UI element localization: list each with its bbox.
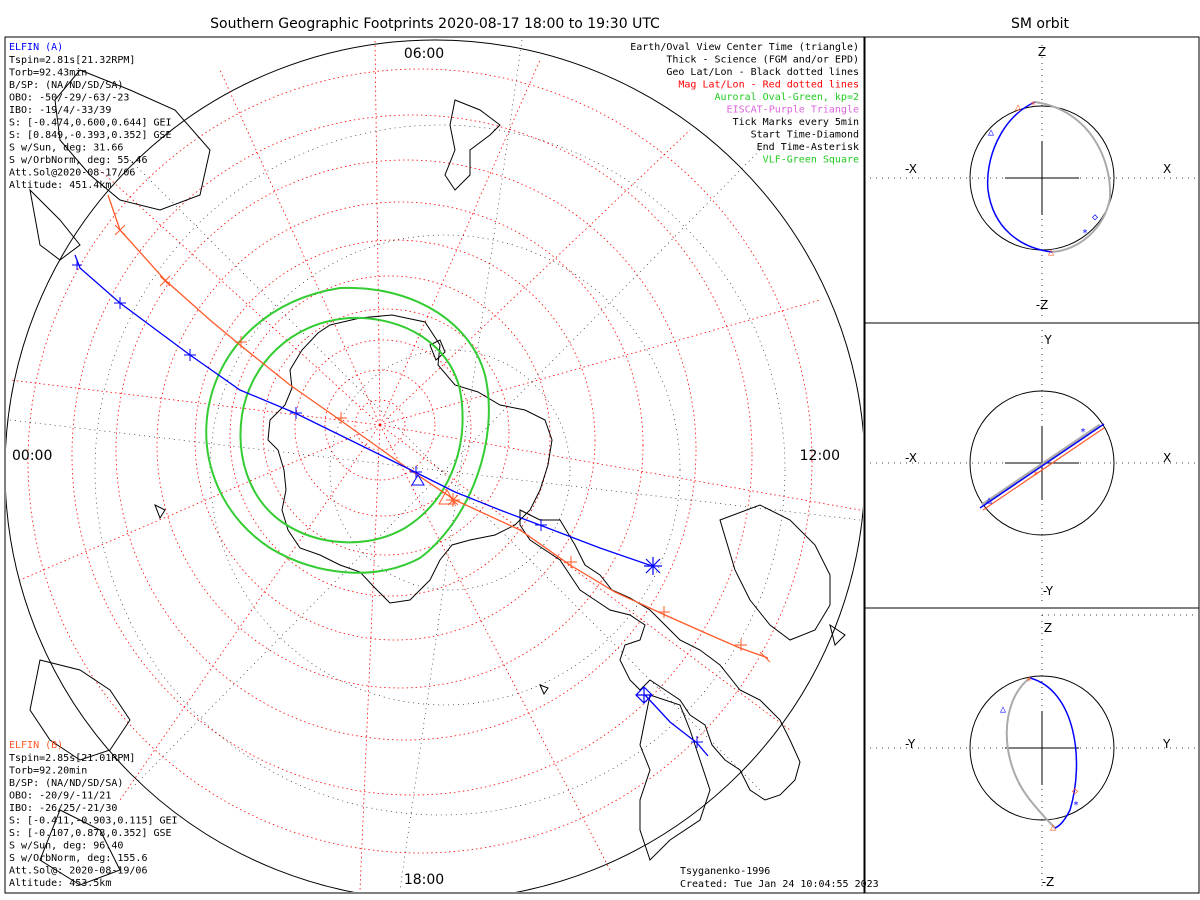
map-frame bbox=[4, 36, 865, 894]
elfin-b-ticks bbox=[114, 224, 771, 663]
elfin-a-footprint-2 bbox=[644, 694, 709, 757]
svg-text:*: * bbox=[1073, 800, 1079, 811]
legend-entry: End Time-Asterisk bbox=[757, 142, 859, 153]
elfin-a-center-marker bbox=[411, 474, 425, 486]
elfin-a-line: S: [-0.474,0.600,0.644] GEI bbox=[9, 118, 172, 129]
svg-text:△: △ bbox=[988, 127, 994, 138]
elfin-a-line: B/SP: (NA/ND/SD/SA) bbox=[9, 80, 123, 91]
sm1-up: Z bbox=[1038, 45, 1046, 59]
hour-label-bottom: 18:00 bbox=[404, 872, 444, 888]
sm1-down: -Z bbox=[1036, 298, 1049, 312]
mag-lat-grid bbox=[27, 68, 813, 854]
elfin-a-end-asterisk bbox=[644, 557, 662, 575]
elfin-a-line: S: [0.849,-0.393,0.352] GSE bbox=[9, 130, 172, 141]
elfin-b-center-markers bbox=[438, 488, 460, 507]
elfin-b-line: B/SP: (NA/ND/SD/SA) bbox=[9, 778, 123, 789]
svg-text:△: △ bbox=[1050, 822, 1056, 833]
svg-text:△: △ bbox=[986, 495, 992, 506]
svg-text:*: * bbox=[1030, 100, 1036, 111]
svg-text:◇: ◇ bbox=[1072, 786, 1078, 797]
elfin-a-line: Att.Sol@2020-08-17/06 bbox=[9, 168, 135, 179]
legend-entry: Mag Lat/Lon - Red dotted lines bbox=[678, 80, 859, 91]
elfin-b-line: Tspin=2.85s[21.01RPM] bbox=[9, 753, 135, 764]
elfin-a-line: Torb=92.43min bbox=[9, 68, 87, 79]
elfin-a-name: ELFIN (A) bbox=[9, 42, 63, 53]
elfin-b-line: IBO: -26/25/-21/30 bbox=[9, 803, 117, 814]
map-panel: 06:00 00:00 12:00 18:00 ELFIN (A) Tspin=… bbox=[6, 39, 879, 892]
elfin-b-line: Torb=92.20min bbox=[9, 766, 87, 777]
geo-lon-grid bbox=[9, 39, 861, 891]
sm3-right: Y bbox=[1162, 737, 1171, 751]
auroral-oval-outer bbox=[205, 286, 490, 574]
sm3-down: -Z bbox=[1042, 875, 1055, 889]
figure-title: Southern Geographic Footprints 2020-08-1… bbox=[210, 16, 660, 32]
legend-entry: Auroral Oval-Green, kp=2 bbox=[715, 92, 860, 103]
svg-text:*: * bbox=[1033, 470, 1039, 481]
elfin-b-line: S w/Sun, deg: 96.40 bbox=[9, 841, 123, 852]
elfin-b-name: ELFIN (B) bbox=[9, 740, 63, 751]
elfin-a-info: ELFIN (A) Tspin=2.81s[21.32RPM] Torb=92.4… bbox=[9, 42, 172, 191]
sm-panel-frame bbox=[864, 36, 1200, 894]
elfin-a-start-diamond bbox=[635, 686, 653, 704]
svg-text:*: * bbox=[1026, 676, 1032, 687]
elfin-a-footprint bbox=[74, 254, 653, 567]
created-label: Created: Tue Jan 24 10:04:55 2023 bbox=[680, 879, 879, 890]
legend-entry: Earth/Oval View Center Time (triangle) bbox=[630, 42, 859, 53]
sm-panel-xz: * △ △ * ◇ △ Z -Z -X X bbox=[870, 45, 1195, 318]
legend-entry: EISCAT-Purple Triangle bbox=[727, 105, 859, 116]
elfin-b-line: S: [-0.107,0.878,0.352] GSE bbox=[9, 828, 172, 839]
svg-text:△: △ bbox=[1048, 247, 1054, 258]
sm-orbit-title: SM orbit bbox=[1011, 16, 1070, 32]
mag-lon-grid bbox=[9, 39, 861, 891]
sm2-up: Y bbox=[1043, 333, 1052, 347]
auroral-oval-inner bbox=[239, 316, 464, 544]
elfin-a-ticks bbox=[72, 260, 703, 748]
legend-entry: VLF-Green Square bbox=[763, 155, 859, 166]
model-label: Tsyganenko-1996 bbox=[680, 866, 770, 877]
elfin-b-line: OBO: -20/9/-11/21 bbox=[9, 791, 111, 802]
elfin-a-line: Tspin=2.81s[21.32RPM] bbox=[9, 55, 135, 66]
elfin-a-line: S w/Sun, deg: 31.66 bbox=[9, 143, 123, 154]
svg-text:*: * bbox=[1082, 228, 1088, 239]
elfin-a-line: Altitude: 451.4km bbox=[9, 180, 111, 191]
sm2-left: -X bbox=[905, 451, 917, 465]
elfin-a-line: S w/OrbNorm, deg: 55.46 bbox=[9, 155, 147, 166]
hour-label-right: 12:00 bbox=[800, 448, 840, 464]
elfin-b-line: Att.Sol@: 2020-08-19/06 bbox=[9, 866, 147, 877]
sm3-left: -Y bbox=[905, 737, 916, 751]
sm2-down: -Y bbox=[1043, 584, 1054, 598]
earth-limb bbox=[6, 39, 863, 892]
svg-text:◇: ◇ bbox=[1092, 212, 1098, 223]
hour-label-top: 06:00 bbox=[404, 46, 444, 62]
hour-label-left: 00:00 bbox=[12, 448, 52, 464]
legend: Earth/Oval View Center Time (triangle) Th… bbox=[630, 42, 859, 166]
sm-panel-yz: * △ * ◇ △ Z -Z -Y Y bbox=[870, 614, 1195, 889]
elfin-b-info: ELFIN (B) Tspin=2.85s[21.01RPM] Torb=92.2… bbox=[9, 740, 178, 889]
geo-lat-grid bbox=[94, 124, 786, 816]
sm1-left: -X bbox=[905, 162, 917, 176]
legend-entry: Geo Lat/Lon - Black dotted lines bbox=[666, 67, 859, 78]
sm-orbit-panels: * △ △ * ◇ △ Z -Z -X X * * △ Y bbox=[864, 36, 1200, 894]
svg-text:△: △ bbox=[1000, 704, 1006, 715]
sm-panel-xy: * * △ Y -Y -X X bbox=[870, 330, 1195, 603]
elfin-b-footprint bbox=[107, 194, 769, 659]
sm3-up: Z bbox=[1044, 621, 1052, 635]
sm2-right: X bbox=[1163, 451, 1171, 465]
elfin-b-line: S: [-0.411,-0.903,0.115] GEI bbox=[9, 816, 178, 827]
elfin-a-line: OBO: -50/-29/-63/-23 bbox=[9, 93, 129, 104]
legend-entry: Start Time-Diamond bbox=[751, 130, 859, 141]
legend-entry: Tick Marks every 5min bbox=[733, 117, 859, 128]
svg-text:△: △ bbox=[1015, 102, 1021, 113]
sm1-right: X bbox=[1163, 162, 1171, 176]
elfin-b-line: Altitude: 453.5km bbox=[9, 878, 111, 889]
legend-entry: Thick - Science (FGM and/or EPD) bbox=[666, 55, 859, 66]
elfin-b-line: S w/OrbNorm, deg: 155.6 bbox=[9, 853, 147, 864]
elfin-a-line: IBO: -19/4/-33/39 bbox=[9, 105, 111, 116]
coastlines bbox=[29, 69, 846, 886]
svg-text:*: * bbox=[1080, 427, 1086, 438]
